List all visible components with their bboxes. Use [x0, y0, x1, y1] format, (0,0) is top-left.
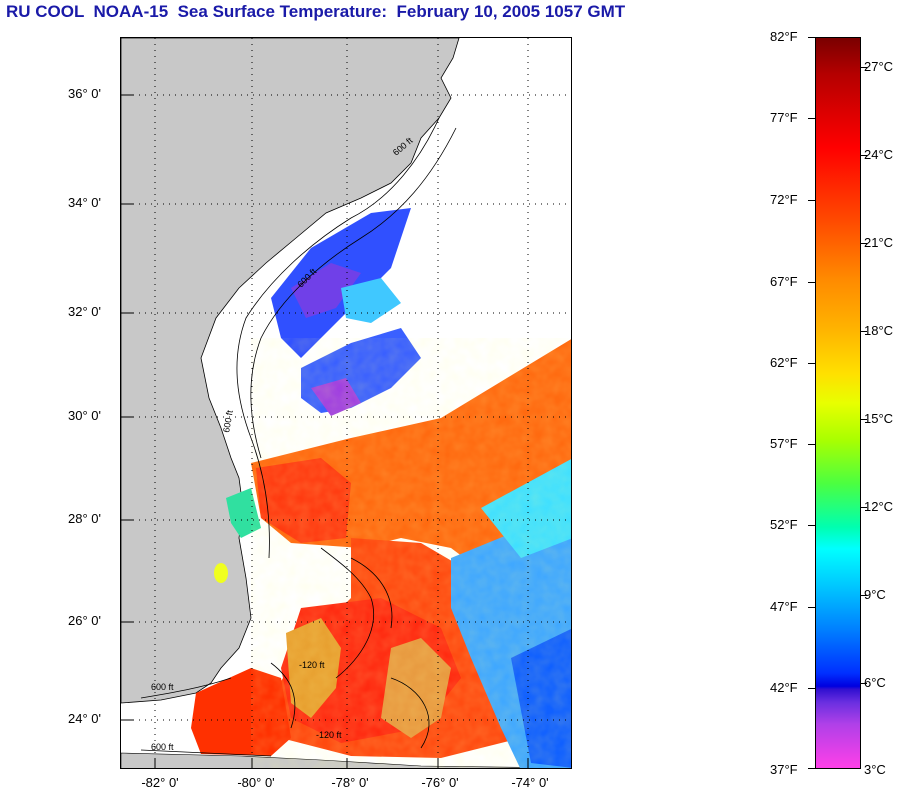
colorbar-f-label: 62°F — [770, 355, 798, 370]
colorbar-f-label: 42°F — [770, 680, 798, 695]
colorbar-c-label: 27°C — [864, 59, 894, 74]
colorbar-f-label: 77°F — [770, 110, 798, 125]
colorbar-c-label: 12°C — [864, 499, 894, 514]
lon-label: -80° 0' — [237, 775, 275, 790]
colorbar-f-label: 67°F — [770, 274, 798, 289]
page-title: RU COOL NOAA-15 Sea Surface Temperature:… — [6, 2, 626, 21]
sst-map[interactable]: 600 ft 600 ft 600 ft -120 ft -120 ft 600… — [120, 37, 572, 769]
lon-label: -74° 0' — [511, 775, 549, 790]
colorbar-c-label: 24°C — [864, 147, 894, 162]
lat-label: 24° 0' — [68, 711, 101, 726]
colorbar-c-label: 3°C — [864, 762, 886, 777]
contour-label: 600 ft — [221, 409, 235, 433]
colorbar-f-label: 47°F — [770, 599, 798, 614]
lon-label: -78° 0' — [331, 775, 369, 790]
lon-label: -82° 0' — [141, 775, 179, 790]
lat-label: 36° 0' — [68, 86, 101, 101]
sst-map-canvas: 600 ft 600 ft 600 ft -120 ft -120 ft 600… — [121, 38, 571, 768]
graticule — [121, 38, 571, 768]
colorbar-c-label: 15°C — [864, 411, 894, 426]
sst-layer — [191, 208, 571, 768]
contour-label: -120 ft — [316, 730, 342, 740]
contour-label: 600 ft — [151, 742, 174, 752]
colorbar-f-label: 57°F — [770, 436, 798, 451]
colorbar-f-label: 37°F — [770, 762, 798, 777]
bathymetry-contours — [140, 117, 457, 757]
temperature-colorbar — [815, 37, 861, 769]
contour-label: -120 ft — [299, 660, 325, 670]
lat-label: 28° 0' — [68, 511, 101, 526]
colorbar-c-label: 21°C — [864, 235, 894, 250]
lat-label: 26° 0' — [68, 613, 101, 628]
lat-label: 30° 0' — [68, 408, 101, 423]
colorbar-c-label: 6°C — [864, 675, 886, 690]
contour-label: 600 ft — [151, 682, 174, 692]
lat-label: 34° 0' — [68, 195, 101, 210]
colorbar-c-label: 9°C — [864, 587, 886, 602]
lon-label: -76° 0' — [421, 775, 459, 790]
colorbar-f-label: 52°F — [770, 517, 798, 532]
colorbar-c-label: 18°C — [864, 323, 894, 338]
colorbar-f-label: 72°F — [770, 192, 798, 207]
colorbar-f-label: 82°F — [770, 29, 798, 44]
lat-label: 32° 0' — [68, 304, 101, 319]
